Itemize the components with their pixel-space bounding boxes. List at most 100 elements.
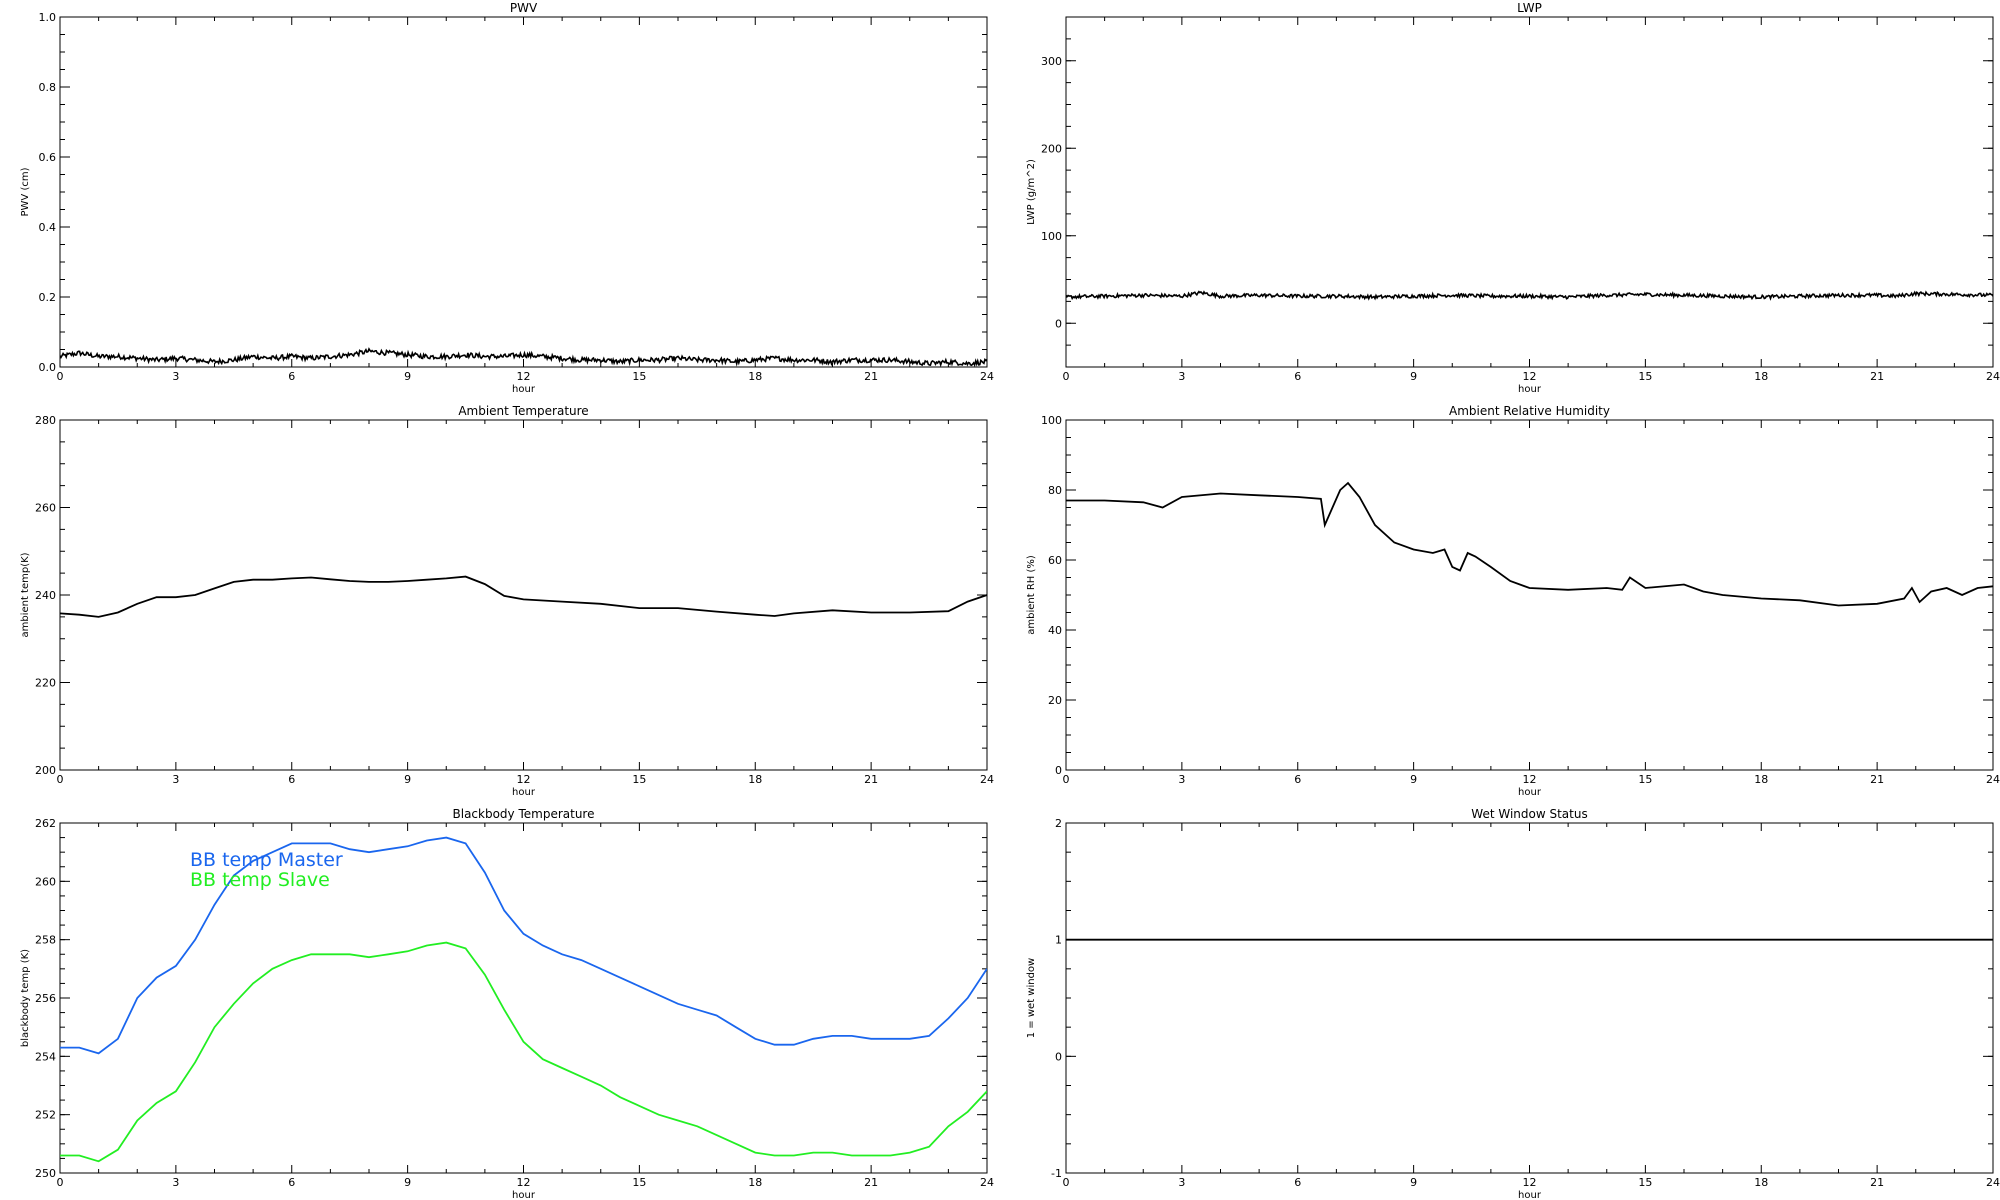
panel-title: Blackbody Temperature bbox=[453, 807, 595, 821]
series-line bbox=[1066, 290, 1993, 301]
plot-frame bbox=[59, 16, 988, 368]
plot-frame bbox=[59, 419, 988, 771]
x-tick-label: 6 bbox=[288, 370, 295, 383]
y-tick-label: 100 bbox=[1041, 230, 1062, 243]
x-tick-label: 3 bbox=[1178, 370, 1185, 383]
y-tick-label: 0.2 bbox=[39, 291, 57, 304]
legend-entry: BB temp Slave bbox=[190, 869, 330, 891]
y-tick-label: 200 bbox=[35, 764, 56, 777]
y-tick-label: 2 bbox=[1055, 817, 1062, 830]
legend-entry: BB temp Master bbox=[190, 849, 343, 871]
y-tick-label: 0.8 bbox=[39, 81, 57, 94]
y-tick-label: 280 bbox=[35, 414, 56, 427]
x-tick-label: 18 bbox=[1754, 1176, 1768, 1189]
y-tick-label: 240 bbox=[35, 589, 56, 602]
plot-frame bbox=[1065, 16, 1994, 368]
panel-title: LWP bbox=[1517, 1, 1542, 15]
plot-frame bbox=[1065, 822, 1994, 1174]
x-tick-label: 9 bbox=[1410, 370, 1417, 383]
x-tick-label: 6 bbox=[1294, 370, 1301, 383]
x-tick-label: 24 bbox=[980, 773, 994, 786]
x-axis-label: hour bbox=[1518, 384, 1542, 395]
y-tick-label: 220 bbox=[35, 677, 56, 690]
y-tick-label: 80 bbox=[1048, 484, 1062, 497]
x-tick-label: 18 bbox=[748, 773, 762, 786]
panel-ambient-temperature: Ambient Temperature 0 3 6 9 12 15 18 21 24 hour 200… bbox=[20, 404, 994, 798]
series-line bbox=[60, 941, 987, 1163]
y-tick-label: 1 bbox=[1055, 934, 1062, 947]
x-tick-label: 0 bbox=[1063, 1176, 1070, 1189]
y-tick-label: 250 bbox=[35, 1167, 56, 1180]
panel-title: Wet Window Status bbox=[1471, 807, 1587, 821]
x-tick-label: 15 bbox=[1638, 1176, 1652, 1189]
y-tick-label: -1 bbox=[1051, 1167, 1062, 1180]
x-tick-label: 12 bbox=[517, 1176, 531, 1189]
x-tick-label: 9 bbox=[404, 370, 411, 383]
y-tick-label: 300 bbox=[1041, 55, 1062, 68]
x-tick-label: 18 bbox=[1754, 370, 1768, 383]
x-axis-label: hour bbox=[512, 1190, 536, 1200]
x-tick-label: 3 bbox=[1178, 773, 1185, 786]
x-tick-label: 9 bbox=[404, 773, 411, 786]
x-tick-label: 12 bbox=[517, 773, 531, 786]
x-tick-label: 15 bbox=[632, 1176, 646, 1189]
x-tick-label: 3 bbox=[1178, 1176, 1185, 1189]
x-tick-label: 12 bbox=[1523, 773, 1537, 786]
y-tick-label: 252 bbox=[35, 1109, 56, 1122]
x-tick-label: 24 bbox=[1986, 773, 2000, 786]
y-axis-label: blackbody temp (K) bbox=[20, 949, 31, 1047]
y-axis-label: 1 = wet window bbox=[1026, 958, 1037, 1038]
x-axis-label: hour bbox=[1518, 787, 1542, 798]
series-line bbox=[60, 575, 987, 618]
x-tick-label: 15 bbox=[632, 773, 646, 786]
y-axis-label: LWP (g/m^2) bbox=[1026, 159, 1037, 225]
x-tick-label: 24 bbox=[1986, 1176, 2000, 1189]
series-line bbox=[60, 347, 987, 367]
x-tick-label: 12 bbox=[1523, 370, 1537, 383]
y-tick-label: 40 bbox=[1048, 624, 1062, 637]
panel-lwp: LWP 0 3 6 9 12 15 18 21 24 hour 0 100 200 300 LWP (g/m^… bbox=[1026, 1, 2000, 395]
x-tick-label: 24 bbox=[1986, 370, 2000, 383]
x-tick-label: 21 bbox=[864, 370, 878, 383]
y-tick-label: 254 bbox=[35, 1050, 56, 1063]
y-tick-label: 100 bbox=[1041, 414, 1062, 427]
y-tick-label: 256 bbox=[35, 992, 56, 1005]
x-axis-label: hour bbox=[512, 787, 536, 798]
y-tick-label: 0 bbox=[1055, 317, 1062, 330]
y-tick-label: 260 bbox=[35, 502, 56, 515]
x-tick-label: 21 bbox=[864, 773, 878, 786]
x-tick-label: 6 bbox=[288, 773, 295, 786]
y-tick-label: 0 bbox=[1055, 764, 1062, 777]
y-tick-label: 1.0 bbox=[39, 11, 57, 24]
x-tick-label: 6 bbox=[1294, 1176, 1301, 1189]
x-tick-label: 12 bbox=[517, 370, 531, 383]
series-line bbox=[60, 836, 987, 1055]
x-tick-label: 3 bbox=[172, 370, 179, 383]
x-tick-label: 18 bbox=[1754, 773, 1768, 786]
x-tick-label: 0 bbox=[1063, 773, 1070, 786]
plot-frame bbox=[1065, 419, 1994, 771]
panel-ambient-relative-humidity: Ambient Relative Humidity 0 3 6 9 12 15 18 21 24 h… bbox=[1026, 404, 2000, 798]
x-tick-label: 21 bbox=[1870, 370, 1884, 383]
x-tick-label: 21 bbox=[1870, 773, 1884, 786]
x-tick-label: 9 bbox=[1410, 1176, 1417, 1189]
x-tick-label: 6 bbox=[288, 1176, 295, 1189]
y-tick-label: 0.0 bbox=[39, 361, 57, 374]
y-tick-label: 20 bbox=[1048, 694, 1062, 707]
y-tick-label: 258 bbox=[35, 934, 56, 947]
series-line bbox=[1066, 481, 1993, 607]
y-tick-label: 260 bbox=[35, 875, 56, 888]
y-axis-label: ambient temp(K) bbox=[20, 552, 31, 637]
x-tick-label: 0 bbox=[57, 773, 64, 786]
x-tick-label: 24 bbox=[980, 1176, 994, 1189]
x-tick-label: 3 bbox=[172, 1176, 179, 1189]
x-tick-label: 18 bbox=[748, 1176, 762, 1189]
x-tick-label: 15 bbox=[632, 370, 646, 383]
x-tick-label: 0 bbox=[57, 370, 64, 383]
y-tick-label: 0 bbox=[1055, 1050, 1062, 1063]
x-tick-label: 15 bbox=[1638, 773, 1652, 786]
panel-title: Ambient Relative Humidity bbox=[1449, 404, 1610, 418]
x-tick-label: 21 bbox=[864, 1176, 878, 1189]
